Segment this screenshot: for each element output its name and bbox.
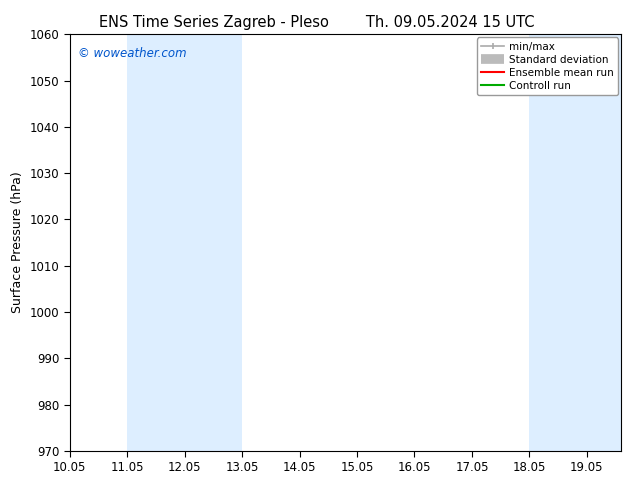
Y-axis label: Surface Pressure (hPa): Surface Pressure (hPa): [11, 172, 24, 314]
Legend: min/max, Standard deviation, Ensemble mean run, Controll run: min/max, Standard deviation, Ensemble me…: [477, 37, 618, 95]
Bar: [127, 34, 242, 451]
Bar: [529, 34, 621, 451]
Text: © woweather.com: © woweather.com: [78, 47, 186, 60]
Text: ENS Time Series Zagreb - Pleso        Th. 09.05.2024 15 UTC: ENS Time Series Zagreb - Pleso Th. 09.05…: [100, 15, 534, 30]
